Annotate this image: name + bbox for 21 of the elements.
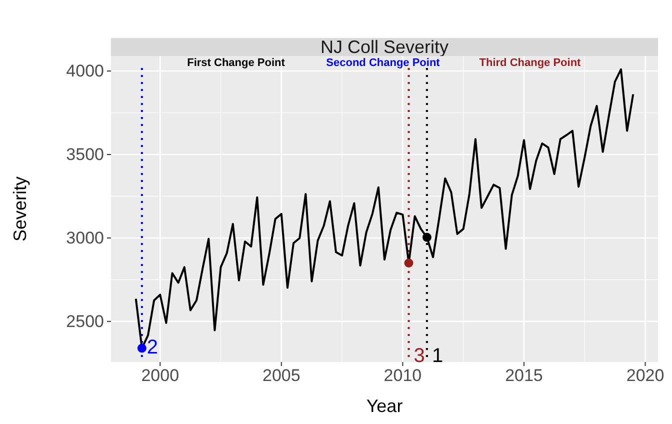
ref-line-label: Third Change Point xyxy=(479,57,582,69)
ref-line-label: Second Change Point xyxy=(326,57,440,69)
x-axis-title: Year xyxy=(366,396,403,416)
point xyxy=(137,344,146,353)
chart-title: NJ Coll Severity xyxy=(320,37,449,57)
point xyxy=(422,232,432,242)
x-tick-label: 2015 xyxy=(505,366,543,386)
annotation: 1 xyxy=(432,344,444,367)
annotation: 3 xyxy=(414,344,425,367)
point xyxy=(404,258,414,268)
ref-line-label: First Change Point xyxy=(187,57,286,69)
y-tick-label: 3000 xyxy=(66,228,104,248)
x-tick-label: 2000 xyxy=(141,366,180,386)
y-tick-label: 3500 xyxy=(66,144,104,164)
y-tick-label: 4000 xyxy=(66,61,104,80)
y-tick-label: 2500 xyxy=(66,312,104,331)
annotation: 2 xyxy=(146,336,158,358)
y-axis-title: Severity xyxy=(10,176,30,242)
x-tick-label: 2010 xyxy=(384,366,422,386)
x-tick-label: 2020 xyxy=(626,366,664,386)
x-tick-label: 2005 xyxy=(262,366,300,386)
